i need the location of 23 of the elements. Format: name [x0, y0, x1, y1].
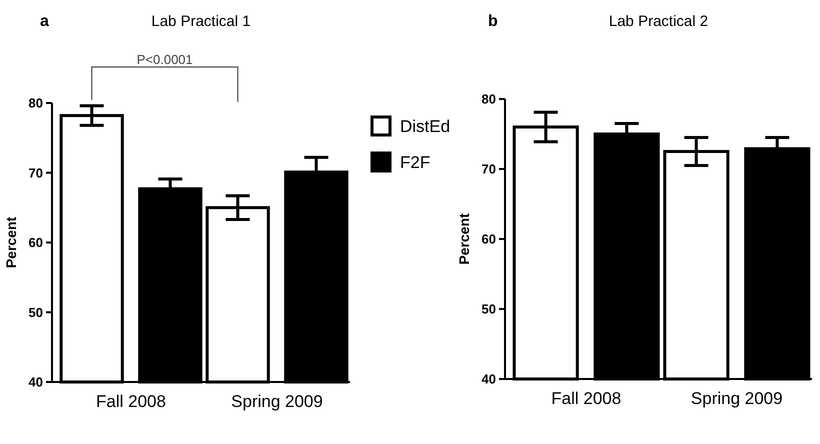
- y-axis-title: Percent: [3, 216, 19, 268]
- chart-title: Lab Practical 1: [151, 13, 251, 30]
- legend-label: DistEd: [400, 116, 450, 136]
- y-tick-label: 50: [28, 304, 43, 320]
- text: b: [488, 13, 498, 30]
- legend-label: F2F: [400, 152, 430, 172]
- y-tick-label: 70: [28, 165, 43, 180]
- y-tick-label: 80: [482, 92, 496, 107]
- y-tick-label: 60: [482, 232, 496, 247]
- y-tick-label: 60: [28, 235, 43, 250]
- text: a: [40, 13, 49, 30]
- x-tick-label: Spring 2009: [690, 389, 783, 408]
- y-tick-label: 40: [482, 372, 496, 387]
- y-axis-title: Percent: [456, 212, 472, 265]
- y-tick-label: 50: [482, 302, 496, 317]
- y-tick-label: 80: [28, 96, 43, 111]
- text: P<0.0001: [136, 52, 193, 67]
- x-tick-label: Fall 2008: [551, 389, 622, 408]
- x-tick-label: Fall 2008: [96, 392, 166, 411]
- chart-title: Lab Practical 2: [608, 13, 708, 30]
- x-tick-label: Spring 2009: [231, 392, 323, 411]
- y-tick-label: 70: [482, 162, 496, 177]
- y-tick-label: 40: [28, 374, 43, 390]
